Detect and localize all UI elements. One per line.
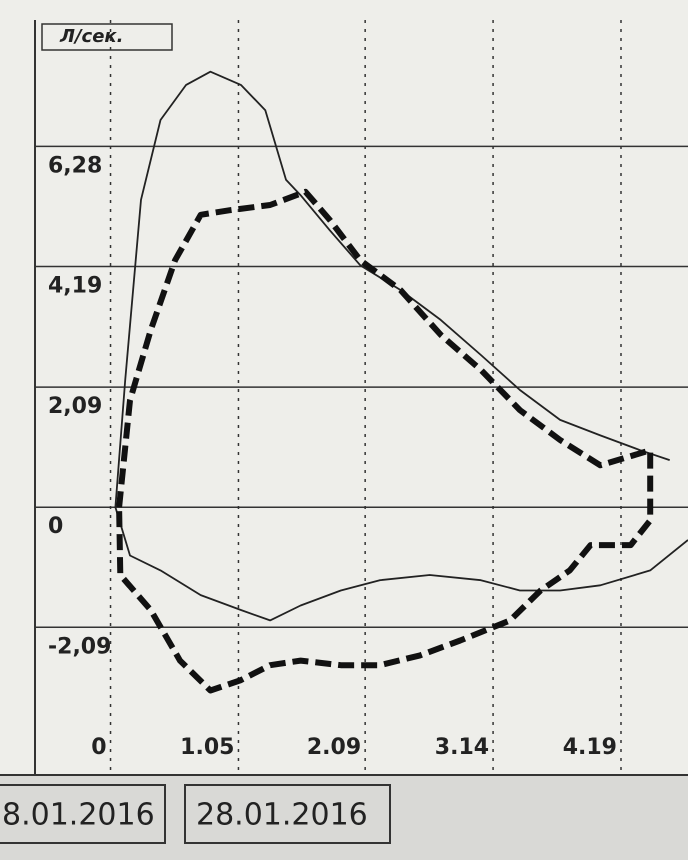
y-tick-label: -2,09 (48, 634, 111, 659)
x-tick-label: 3.14 (435, 735, 489, 760)
date-label: 8.01.2016 (2, 798, 155, 833)
date-label: 28.01.2016 (196, 798, 368, 833)
x-tick-label: 0 (91, 735, 106, 760)
y-tick-label: 4,19 (48, 273, 102, 298)
x-tick-label: 1.05 (180, 735, 234, 760)
y-tick-label: 2,09 (48, 394, 102, 419)
x-tick-label: 4.19 (563, 735, 617, 760)
y-axis-label: Л/сек. (59, 26, 123, 47)
y-tick-label: 0 (48, 514, 63, 539)
chart: Л/сек. 8.01.2016 28.01.2016 6,28 4,19 2,09… (0, 0, 688, 856)
page: Л/сек. 8.01.2016 28.01.2016 6,28 4,19 2,09… (0, 0, 688, 856)
y-tick-label: 6,28 (48, 153, 102, 178)
x-tick-label: 2.09 (307, 735, 361, 760)
